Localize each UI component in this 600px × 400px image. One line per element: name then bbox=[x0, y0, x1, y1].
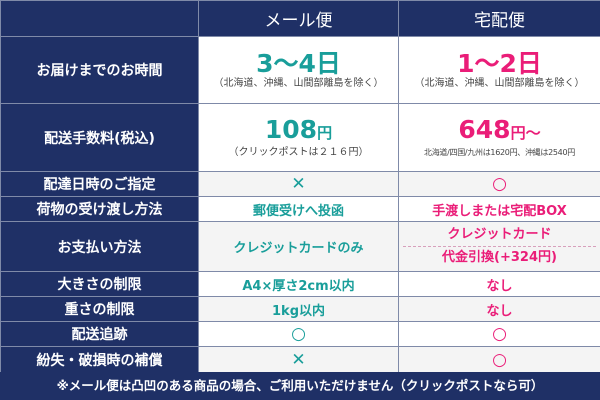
home-weight-limit: なし bbox=[398, 296, 600, 322]
row-label-compensation: 紛失・破損時の補償 bbox=[0, 346, 199, 373]
home-payment-value-2: 代金引換(+324円) bbox=[442, 250, 557, 265]
mail-delivery-time: 3〜4日 （北海道、沖縄、山間部離島を除く） bbox=[198, 36, 399, 104]
mail-fee-amount: 108円 bbox=[200, 115, 398, 147]
mail-delivery-time-note: （北海道、沖縄、山間部離島を除く） bbox=[213, 78, 384, 89]
mail-payment: クレジットカードのみ bbox=[198, 221, 399, 272]
row-label-size-limit: 大きさの制限 bbox=[0, 271, 199, 297]
home-size-limit-value: なし bbox=[486, 278, 513, 294]
row-label-weight-limit: 重さの制限 bbox=[0, 296, 199, 322]
home-handover: 手渡しまたは宅配BOX bbox=[398, 196, 600, 222]
home-tracking: ○ bbox=[398, 321, 600, 347]
row-label-shipping-fee: 配送手数料(税込) bbox=[0, 103, 199, 172]
row-delivery-time: お届けまでのお時間 3〜4日 （北海道、沖縄、山間部離島を除く） 1〜2日 （北… bbox=[0, 36, 600, 104]
row-label-payment: お支払い方法 bbox=[0, 221, 199, 272]
header-row: メール便 宅配便 bbox=[0, 0, 600, 37]
row-label-delivery-time: お届けまでのお時間 bbox=[0, 36, 199, 104]
row-date-spec: 配達日時のご指定 ✕ ○ bbox=[0, 171, 600, 197]
home-weight-limit-value: なし bbox=[486, 303, 513, 319]
home-handover-value: 手渡しまたは宅配BOX bbox=[432, 203, 567, 219]
mail-date-spec: ✕ bbox=[198, 171, 399, 197]
home-fee-note: 北海道/四国/九州は1620円、沖縄は2540円 bbox=[424, 148, 575, 157]
mail-compensation: ✕ bbox=[198, 346, 399, 373]
mail-tracking: ○ bbox=[198, 321, 399, 347]
home-fee-amount: 648円〜 bbox=[400, 115, 600, 147]
row-label-date-spec: 配達日時のご指定 bbox=[0, 171, 199, 197]
home-date-spec: ○ bbox=[398, 171, 600, 197]
footer-note: ※メール便は凸凹のある商品の場合、ご利用いただけません（クリックポストなら可） bbox=[0, 372, 600, 400]
header-corner bbox=[0, 0, 199, 37]
circle-mark-icon: ○ bbox=[492, 324, 507, 344]
row-label-tracking: 配送追跡 bbox=[0, 321, 199, 347]
mail-size-limit: A4×厚さ2cm以内 bbox=[198, 271, 399, 297]
home-payment: クレジットカード 代金引換(+324円) bbox=[398, 221, 600, 272]
cross-mark-icon: ✕ bbox=[291, 174, 306, 194]
row-weight-limit: 重さの制限 1kg以内 なし bbox=[0, 296, 600, 322]
row-shipping-fee: 配送手数料(税込) 108円 （クリックポストは２１６円） 648円〜 北海道/… bbox=[0, 103, 600, 172]
home-payment-value-1: クレジットカード bbox=[447, 227, 552, 242]
row-size-limit: 大きさの制限 A4×厚さ2cm以内 なし bbox=[0, 271, 600, 297]
mail-fee-unit: 円 bbox=[317, 124, 333, 142]
mail-fee-note: （クリックポストは２１６円） bbox=[228, 147, 369, 158]
shipping-comparison-table: メール便 宅配便 お届けまでのお時間 3〜4日 （北海道、沖縄、山間部離島を除く… bbox=[0, 0, 600, 373]
home-fee-value: 648 bbox=[458, 115, 511, 144]
row-compensation: 紛失・破損時の補償 ✕ ○ bbox=[0, 346, 600, 373]
home-compensation: ○ bbox=[398, 346, 600, 373]
home-delivery-time-note: （北海道、沖縄、山間部離島を除く） bbox=[414, 78, 585, 89]
mail-shipping-fee: 108円 （クリックポストは２１６円） bbox=[198, 103, 399, 172]
circle-mark-icon: ○ bbox=[291, 324, 306, 344]
home-size-limit: なし bbox=[398, 271, 600, 297]
row-tracking: 配送追跡 ○ ○ bbox=[0, 321, 600, 347]
row-handover: 荷物の受け渡し方法 郵便受けへ投函 手渡しまたは宅配BOX bbox=[0, 196, 600, 222]
circle-mark-icon: ○ bbox=[492, 174, 507, 194]
home-shipping-fee: 648円〜 北海道/四国/九州は1620円、沖縄は2540円 bbox=[398, 103, 600, 172]
row-label-handover: 荷物の受け渡し方法 bbox=[0, 196, 199, 222]
home-column-header: 宅配便 bbox=[398, 0, 600, 37]
mail-size-limit-value: A4×厚さ2cm以内 bbox=[242, 278, 355, 294]
row-payment: お支払い方法 クレジットカードのみ クレジットカード 代金引換(+324円) bbox=[0, 221, 600, 272]
mail-weight-limit: 1kg以内 bbox=[198, 296, 399, 322]
home-fee-unit: 円〜 bbox=[510, 124, 541, 142]
mail-payment-value: クレジットカードのみ bbox=[233, 241, 364, 256]
cross-mark-icon: ✕ bbox=[291, 349, 306, 370]
mail-weight-limit-value: 1kg以内 bbox=[272, 303, 325, 319]
home-delivery-time-value: 1〜2日 bbox=[457, 49, 542, 78]
mail-handover-value: 郵便受けへ投函 bbox=[252, 203, 344, 219]
mail-fee-value: 108 bbox=[264, 115, 318, 144]
payment-divider bbox=[403, 246, 596, 247]
mail-delivery-time-value: 3〜4日 bbox=[256, 49, 341, 78]
mail-handover: 郵便受けへ投函 bbox=[198, 196, 399, 222]
home-delivery-time: 1〜2日 （北海道、沖縄、山間部離島を除く） bbox=[398, 36, 600, 104]
mail-column-header: メール便 bbox=[198, 0, 399, 37]
circle-mark-icon: ○ bbox=[492, 349, 507, 370]
